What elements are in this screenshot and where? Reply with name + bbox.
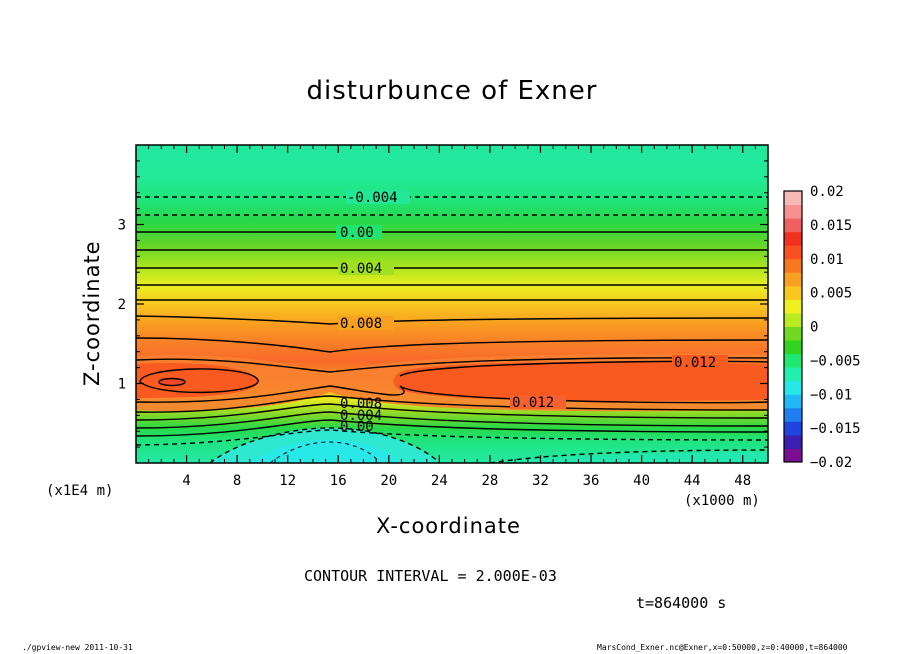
y-axis-label: Z-coordinate [80, 240, 104, 386]
colorbar-tick-label: 0 [810, 320, 818, 336]
x-tick-label: 24 [431, 473, 448, 489]
contour-label: 0.012 [674, 355, 716, 371]
colorbar-cell [784, 231, 802, 246]
y-tick-label: 1 [118, 377, 126, 393]
x-axis: 4 8 12 16 20 24 28 32 36 40 44 48 [148, 145, 756, 489]
colorbar-cell [784, 380, 802, 395]
colorbar-cell [784, 326, 802, 341]
x-axis-label: X-coordinate [376, 514, 521, 538]
contour-label: 0.012 [512, 395, 554, 411]
colorbar-cell [784, 191, 802, 206]
y-tick-label: 2 [118, 297, 126, 313]
colorbar-tick-label: 0.02 [810, 184, 844, 200]
colorbar-cell [784, 407, 802, 422]
colorbar-cell [784, 299, 802, 314]
y-unit-label: (x1E4 m) [46, 483, 114, 499]
colorbar-cell [784, 394, 802, 409]
x-tick-label: 16 [330, 473, 347, 489]
contour-label: -0.004 [347, 190, 398, 206]
colorbar-cell [784, 285, 802, 300]
colorbar: 0.02 0.015 0.01 0.005 0 −0.005 −0.01 −0.015 −0.0… [783, 184, 861, 471]
colorbar-cell [784, 434, 802, 449]
x-tick-label: 4 [182, 473, 190, 489]
colorbar-tick-label: 0.005 [810, 286, 852, 302]
contour-label: 0.008 [340, 316, 382, 332]
x-tick-label: 28 [481, 473, 498, 489]
contour-label: 0.004 [340, 261, 382, 277]
footer-left: ./gpview-new 2011-10-31 [22, 643, 133, 652]
contour-label: 0.008 [340, 396, 382, 412]
colorbar-tick-label: −0.01 [810, 387, 852, 403]
colorbar-cell [784, 245, 802, 260]
x-unit-label: (x1000 m) [684, 493, 760, 509]
contour-interval-text: CONTOUR INTERVAL = 2.000E-03 [304, 567, 557, 585]
y-axis: 1 2 3 [118, 160, 768, 448]
colorbar-tick-label: −0.02 [810, 455, 852, 471]
colorbar-frame [783, 190, 803, 463]
colorbar-cell [784, 367, 802, 382]
colorbar-tick-label: −0.005 [810, 353, 861, 369]
x-tick-label: 32 [532, 473, 549, 489]
contour-label: 0.004 [340, 408, 382, 424]
x-tick-label: 40 [633, 473, 650, 489]
contour-label: 0.00 [340, 225, 374, 241]
x-tick-label: 44 [684, 473, 701, 489]
colorbar-cell [784, 272, 802, 287]
x-tick-label: 20 [380, 473, 397, 489]
x-tick-label: 8 [233, 473, 241, 489]
colorbar-cell [784, 353, 802, 368]
footer-right: MarsCond_Exner.nc@Exner,x=0:50000,z=0:40… [597, 643, 848, 652]
colorbar-cell [784, 421, 802, 436]
colorbar-tick-label: 0.015 [810, 218, 852, 234]
x-tick-label: 48 [734, 473, 751, 489]
colorbar-cell [784, 448, 802, 463]
colorbar-cell [784, 218, 802, 233]
colorbar-cell [784, 312, 802, 327]
chart-title: disturbunce of Exner [306, 76, 598, 106]
colorbar-cell [784, 258, 802, 273]
contour-field [136, 145, 768, 463]
time-label: t=864000 s [636, 594, 727, 612]
colorbar-cell [784, 204, 802, 219]
colorbar-cell [784, 340, 802, 355]
x-tick-label: 36 [583, 473, 600, 489]
colorbar-tick-label: 0.01 [810, 252, 844, 268]
x-tick-label: 12 [279, 473, 296, 489]
y-tick-label: 3 [118, 218, 126, 234]
contour-label: 0.00 [340, 419, 374, 435]
colorbar-tick-label: −0.015 [810, 421, 861, 437]
